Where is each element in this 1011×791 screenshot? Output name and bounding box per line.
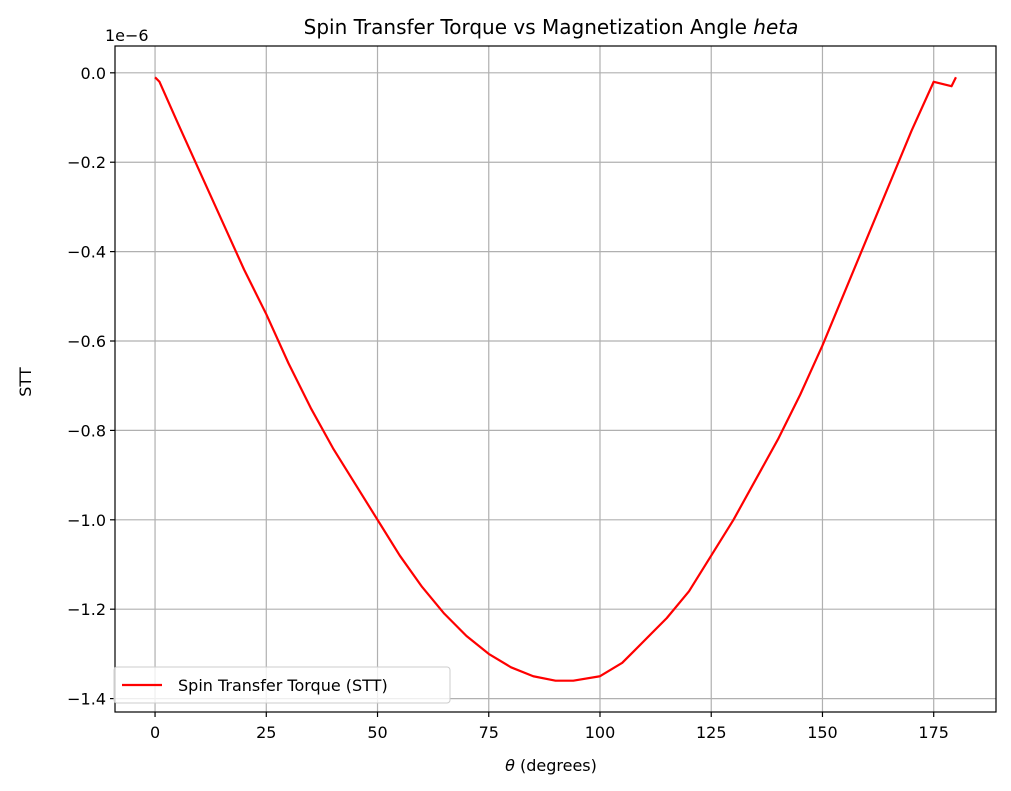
y-tick-label: −1.0	[67, 511, 106, 530]
grid	[115, 46, 996, 712]
x-axis-label-symbol: θ	[505, 756, 515, 775]
y-tick-label: −1.4	[67, 690, 106, 709]
x-axis-ticks: 0 25 50 75 100 125 150 175	[150, 712, 949, 742]
x-tick-label: 100	[585, 723, 616, 742]
x-tick-label: 75	[479, 723, 499, 742]
x-axis-label: θ (degrees)	[505, 756, 597, 775]
plot-frame	[114, 45, 997, 713]
x-tick-label: 50	[367, 723, 387, 742]
x-tick-label: 0	[150, 723, 160, 742]
y-tick-label: −1.2	[67, 600, 106, 619]
x-axis-label-text: (degrees)	[515, 756, 597, 775]
y-tick-label: −0.8	[67, 421, 106, 440]
legend: Spin Transfer Torque (STT)	[113, 666, 451, 704]
x-tick-label: 25	[256, 723, 276, 742]
chart-title-main: Spin Transfer Torque vs Magnetization An…	[304, 15, 754, 39]
y-tick-label: −0.2	[67, 153, 106, 172]
series-layer	[154, 76, 957, 682]
legend-box	[113, 666, 451, 704]
legend-label: Spin Transfer Torque (STT)	[178, 676, 388, 695]
y-tick-label: 0.0	[81, 64, 106, 83]
chart-title: Spin Transfer Torque vs Magnetization An…	[304, 15, 799, 39]
y-offset-label: 1e−6	[105, 26, 149, 45]
y-axis-label: STT	[16, 367, 35, 397]
x-tick-label: 175	[918, 723, 949, 742]
y-tick-label: −0.4	[67, 243, 106, 262]
y-tick-label: −0.6	[67, 332, 106, 351]
y-axis-ticks: 0.0 −0.2 −0.4 −0.6 −0.8 −1.0 −1.2 −1.4	[67, 64, 115, 709]
x-tick-label: 125	[696, 723, 727, 742]
x-tick-label: 150	[807, 723, 838, 742]
chart-title-italic: heta	[753, 15, 798, 39]
series-line-stt	[154, 76, 957, 682]
